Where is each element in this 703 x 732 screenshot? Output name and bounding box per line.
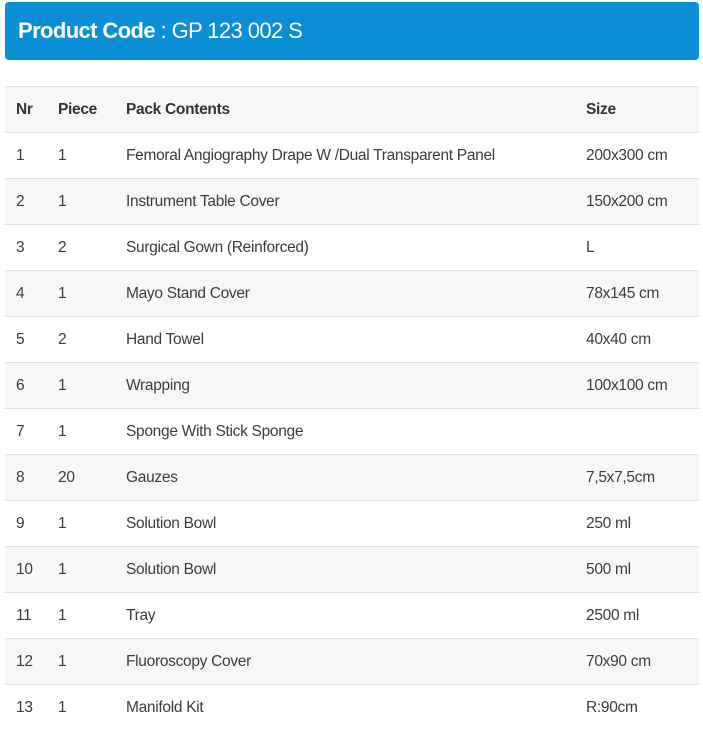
table-cell: L xyxy=(575,224,699,271)
table-cell: Hand Towel xyxy=(115,316,575,363)
table-cell: 1 xyxy=(47,270,115,317)
table-cell: 1 xyxy=(5,132,47,179)
table-cell: 1 xyxy=(47,362,115,409)
table-row: 7 1 Sponge With Stick Sponge xyxy=(5,408,699,455)
table-row: 3 2 Surgical Gown (Reinforced) L xyxy=(5,224,699,271)
table-row: 6 1 Wrapping 100x100 cm xyxy=(5,362,699,409)
table-row: 9 1 Solution Bowl 250 ml xyxy=(5,500,699,547)
table-cell: 7,5x7,5cm xyxy=(575,454,699,501)
table-cell: 250 ml xyxy=(575,500,699,547)
table-cell: 40x40 cm xyxy=(575,316,699,363)
table-cell xyxy=(575,408,699,455)
table-cell: R:90cm xyxy=(575,684,699,730)
table-cell: 12 xyxy=(5,638,47,685)
header-label: Product Code xyxy=(18,18,156,43)
column-header: Pack Contents xyxy=(115,86,575,133)
table-cell: 2 xyxy=(5,178,47,225)
table-row: 8 20 Gauzes 7,5x7,5cm xyxy=(5,454,699,501)
table-cell: Femoral Angiography Drape W /Dual Transp… xyxy=(115,132,575,179)
table-cell: 1 xyxy=(47,638,115,685)
table-cell: 1 xyxy=(47,546,115,593)
table-row: 5 2 Hand Towel 40x40 cm xyxy=(5,316,699,363)
table-cell: 1 xyxy=(47,592,115,639)
product-header: Product Code : GP 123 002 S xyxy=(5,2,699,60)
table-cell: Manifold Kit xyxy=(115,684,575,730)
table-cell: Gauzes xyxy=(115,454,575,501)
table-cell: 10 xyxy=(5,546,47,593)
table-cell: 1 xyxy=(47,178,115,225)
table-cell: 70x90 cm xyxy=(575,638,699,685)
header-row: Nr Piece Pack Contents Size xyxy=(5,86,699,133)
table-cell: Surgical Gown (Reinforced) xyxy=(115,224,575,271)
table-cell: 5 xyxy=(5,316,47,363)
table-cell: 9 xyxy=(5,500,47,547)
contents-table: Nr Piece Pack Contents Size 1 1 Femoral Angio… xyxy=(5,86,699,730)
table-cell: 1 xyxy=(47,132,115,179)
table-cell: Solution Bowl xyxy=(115,546,575,593)
table-cell: 78x145 cm xyxy=(575,270,699,317)
table-cell: 2 xyxy=(47,316,115,363)
table-cell: 6 xyxy=(5,362,47,409)
table-row: 12 1 Fluoroscopy Cover 70x90 cm xyxy=(5,638,699,685)
column-header: Piece xyxy=(47,86,115,133)
table-row: 1 1 Femoral Angiography Drape W /Dual Tran… xyxy=(5,132,699,179)
table-row: 13 1 Manifold Kit R:90cm xyxy=(5,684,699,730)
table-body: 1 1 Femoral Angiography Drape W /Dual Tran… xyxy=(5,132,699,730)
table-cell: 2 xyxy=(47,224,115,271)
table-cell: 13 xyxy=(5,684,47,730)
table-cell: 11 xyxy=(5,592,47,639)
table-row: 10 1 Solution Bowl 500 ml xyxy=(5,546,699,593)
table-cell: 7 xyxy=(5,408,47,455)
table-cell: 150x200 cm xyxy=(575,178,699,225)
table-cell: 100x100 cm xyxy=(575,362,699,409)
table-cell: 2500 ml xyxy=(575,592,699,639)
table-cell: 1 xyxy=(47,408,115,455)
table-cell: Tray xyxy=(115,592,575,639)
column-header: Nr xyxy=(5,86,47,133)
table-cell: 200x300 cm xyxy=(575,132,699,179)
table-row: 11 1 Tray 2500 ml xyxy=(5,592,699,639)
header-value: : GP 123 002 S xyxy=(160,18,303,43)
table-cell: Wrapping xyxy=(115,362,575,409)
table-cell: 20 xyxy=(47,454,115,501)
table-row: 2 1 Instrument Table Cover 150x200 cm xyxy=(5,178,699,225)
table-cell: Solution Bowl xyxy=(115,500,575,547)
column-header: Size xyxy=(575,86,699,133)
table-cell: Sponge With Stick Sponge xyxy=(115,408,575,455)
table-cell: Fluoroscopy Cover xyxy=(115,638,575,685)
table-cell: 500 ml xyxy=(575,546,699,593)
table-cell: 1 xyxy=(47,684,115,730)
table-cell: 8 xyxy=(5,454,47,501)
table-cell: 4 xyxy=(5,270,47,317)
table-cell: 1 xyxy=(47,500,115,547)
table-cell: Instrument Table Cover xyxy=(115,178,575,225)
table-cell: Mayo Stand Cover xyxy=(115,270,575,317)
table-cell: 3 xyxy=(5,224,47,271)
table-row: 4 1 Mayo Stand Cover 78x145 cm xyxy=(5,270,699,317)
